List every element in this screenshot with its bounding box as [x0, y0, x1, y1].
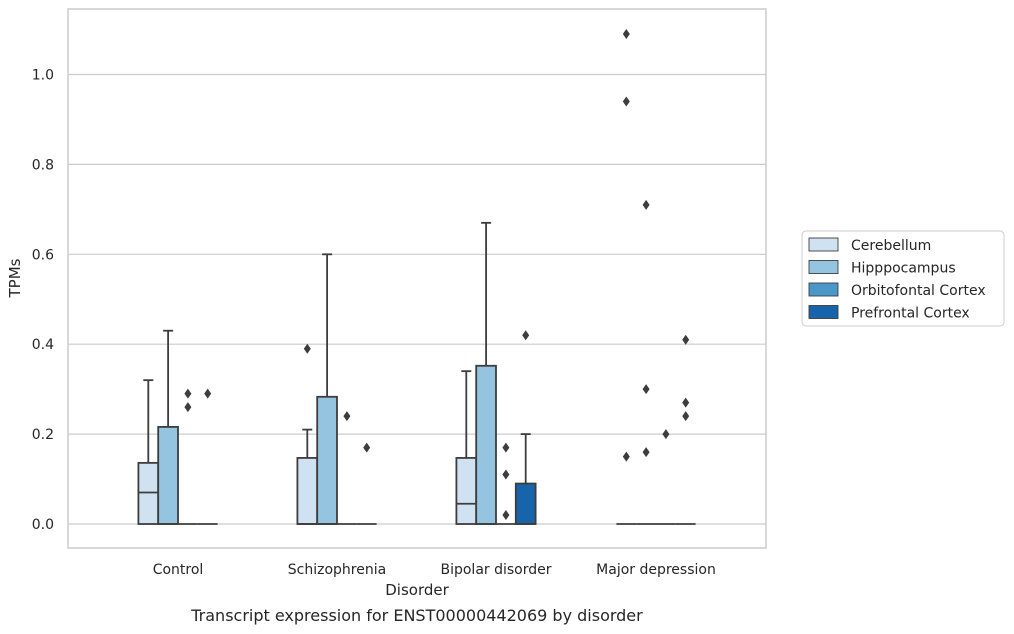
outlier-point: [642, 384, 650, 395]
box: [475, 364, 497, 525]
legend-frame: [801, 230, 1005, 327]
legend-label: Orbitofontal Cortex: [851, 283, 986, 299]
figure-caption: Transcript expression for ENST0000044206…: [191, 606, 643, 625]
outlier-point: [642, 447, 650, 458]
outlier-point: [363, 442, 371, 453]
box: [296, 457, 319, 525]
outlier-point: [303, 343, 311, 354]
legend-swatch: [808, 305, 839, 319]
outlier-point: [343, 411, 351, 422]
legend-label: Cerebellum: [851, 238, 931, 254]
outlier-point: [622, 96, 630, 107]
outlier-point: [622, 451, 630, 462]
outlier-point: [522, 330, 530, 341]
legend-swatch: [808, 282, 839, 297]
legend-label: Hipppocampus: [851, 261, 956, 277]
legend: Cerebellum Hipppocampus Orbitofontal Corte…: [801, 230, 1005, 327]
x-axis-title: Disorder: [385, 581, 449, 599]
y-tick-label: 0.4: [32, 337, 54, 353]
y-tick-label: 0.0: [32, 517, 54, 533]
outlier-point: [682, 397, 690, 408]
x-tick-label: Bipolar disorder: [440, 562, 551, 578]
outlier-point: [502, 442, 510, 453]
outlier-point: [682, 334, 690, 345]
y-tick-label: 0.6: [32, 247, 54, 263]
y-axis-title: TPMs: [6, 258, 24, 298]
y-tick-label: 0.2: [32, 427, 54, 443]
outlier-point: [204, 388, 212, 399]
legend-label: Prefrontal Cortex: [851, 306, 970, 322]
outlier-point: [642, 199, 650, 210]
y-tick-label: 0.8: [32, 157, 54, 173]
outlier-point: [502, 510, 510, 521]
x-tick-label: Control: [153, 562, 204, 578]
outlier-point: [184, 388, 192, 399]
plot-frame: [67, 8, 767, 549]
x-tick-label: Schizophrenia: [288, 562, 386, 578]
box-plot-marks: [137, 29, 696, 525]
box: [316, 395, 338, 525]
box: [455, 457, 478, 525]
box: [514, 482, 537, 525]
outlier-point: [662, 429, 670, 440]
outlier-point: [184, 402, 192, 413]
legend-swatch: [808, 237, 839, 252]
outlier-point: [682, 411, 690, 422]
outlier-point: [502, 469, 510, 480]
outlier-point: [622, 29, 630, 40]
y-tick-label: 1.0: [32, 68, 54, 84]
box: [157, 426, 179, 525]
x-tick-label: Major depression: [596, 562, 716, 578]
legend-swatch: [808, 260, 839, 274]
axes: 0.0 0.2 0.4 0.6 0.8 1.0 Control Schizophrenia Bi…: [32, 8, 767, 578]
